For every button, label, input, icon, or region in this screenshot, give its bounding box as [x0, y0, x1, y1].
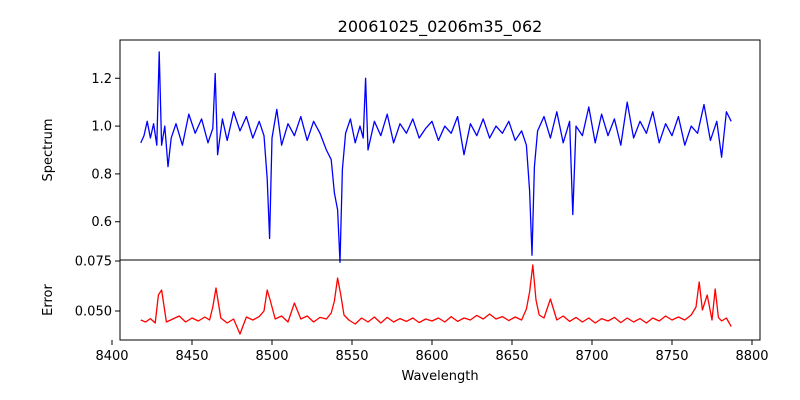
x-tick-label: 8750	[655, 349, 688, 364]
spectrum-y-axis-label: Spectrum	[41, 119, 56, 182]
x-tick-label: 8600	[415, 349, 448, 364]
error-y-tick-label: 0.050	[75, 305, 112, 320]
spectrum-y-tick-label: 0.8	[91, 167, 112, 182]
x-axis-label: Wavelength	[401, 369, 478, 384]
spectrum-y-ticks: 0.6 0.8 1.0 1.2	[91, 72, 120, 230]
x-tick-label: 8500	[255, 349, 288, 364]
spectrum-panel: 0.6 0.8 1.0 1.2 Spectrum	[41, 39, 761, 264]
spectrum-y-tick-label: 1.2	[91, 72, 112, 87]
x-tick-label: 8450	[175, 349, 208, 364]
spectrum-series-line	[140, 51, 732, 264]
x-tick-label: 8400	[95, 349, 128, 364]
chart-title: 20061025_0206m35_062	[338, 17, 543, 37]
x-tick-label: 8650	[495, 349, 528, 364]
spectrum-y-tick-label: 0.6	[91, 215, 112, 230]
error-y-ticks: 0.050 0.075	[75, 255, 120, 320]
spectrum-y-tick-label: 1.0	[91, 120, 112, 135]
error-axes-frame	[119, 259, 761, 341]
error-x-ticks: 8400 8450 8500 8550 8600 8650 8700 8750 8800	[95, 340, 769, 364]
error-series-line	[140, 264, 732, 335]
x-tick-label: 8800	[735, 349, 768, 364]
error-y-axis-label: Error	[41, 284, 56, 316]
x-tick-label: 8550	[335, 349, 368, 364]
error-y-tick-label: 0.075	[75, 255, 112, 270]
x-tick-label: 8700	[575, 349, 608, 364]
